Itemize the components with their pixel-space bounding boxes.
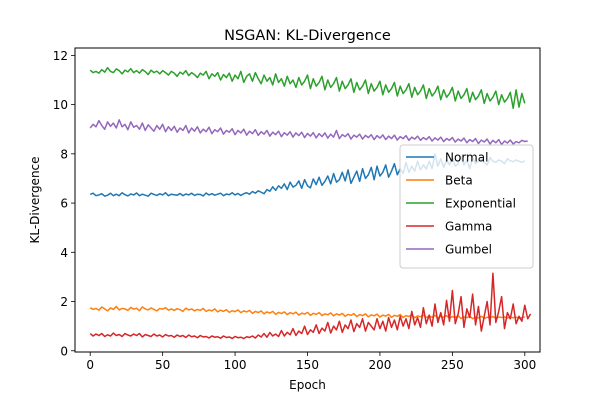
legend-label-beta: Beta bbox=[445, 174, 473, 188]
y-tick-label: 12 bbox=[53, 49, 68, 63]
y-tick-label: 8 bbox=[60, 147, 68, 161]
x-tick-label: 100 bbox=[224, 358, 247, 372]
legend-label-gamma: Gamma bbox=[445, 220, 492, 234]
x-tick-label: 150 bbox=[296, 358, 319, 372]
series-line-gamma bbox=[89, 272, 532, 340]
y-tick-label: 0 bbox=[60, 344, 68, 358]
x-tick-label: 0 bbox=[86, 358, 94, 372]
series-line-gumbel bbox=[89, 119, 528, 146]
series-line-exponential bbox=[89, 66, 526, 110]
y-tick-label: 4 bbox=[60, 246, 68, 260]
y-tick-label: 2 bbox=[60, 295, 68, 309]
x-axis-label: Epoch bbox=[289, 378, 326, 392]
series-line-beta bbox=[89, 305, 525, 320]
legend-box bbox=[399, 144, 534, 269]
y-axis-label: KL-Divergence bbox=[28, 156, 42, 243]
y-tick-label: 6 bbox=[60, 197, 68, 211]
y-axis-ticks: 0 2 4 6 8 10 12 bbox=[53, 49, 75, 358]
x-tick-label: 200 bbox=[368, 358, 391, 372]
legend: Normal Beta Exponential Gamma Gumbel bbox=[399, 144, 534, 269]
x-axis-ticks: 0 50 100 150 200 250 300 bbox=[86, 352, 536, 372]
legend-label-exponential: Exponential bbox=[445, 197, 516, 211]
x-tick-label: 50 bbox=[155, 358, 170, 372]
x-tick-label: 250 bbox=[441, 358, 464, 372]
chart-title: NSGAN: KL-Divergence bbox=[224, 28, 391, 44]
legend-label-gumbel: Gumbel bbox=[445, 243, 492, 257]
x-tick-label: 300 bbox=[513, 358, 536, 372]
legend-label-normal: Normal bbox=[445, 151, 488, 165]
y-tick-label: 10 bbox=[53, 98, 68, 112]
